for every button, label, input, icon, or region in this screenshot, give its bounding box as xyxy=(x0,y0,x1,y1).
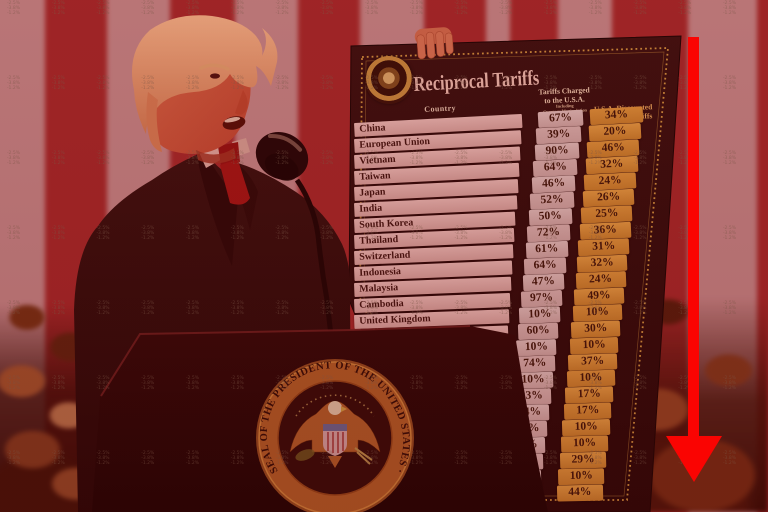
board-dotted-border xyxy=(359,47,669,501)
speaker-lapel xyxy=(198,154,238,266)
speaker-hair-side xyxy=(146,92,162,152)
down-arrow-icon xyxy=(666,436,722,482)
speaker-eye xyxy=(210,73,220,79)
speaker-jaw-shadow xyxy=(196,148,236,164)
speaker-tie xyxy=(220,160,250,205)
microphone-icon xyxy=(255,132,309,181)
seal-eagle-icon xyxy=(289,401,381,468)
speaker-nose-shadow xyxy=(235,90,248,115)
podium-edge-highlight xyxy=(100,325,471,397)
microphone-gooseneck xyxy=(294,178,334,337)
speaker-mouth xyxy=(222,116,246,130)
speaker-hand xyxy=(414,27,454,60)
speaker-hair xyxy=(132,15,278,134)
podium-presidential-seal: SEAL OF THE PRESIDENT OF THE UNITED STAT… xyxy=(256,359,414,512)
down-arrow-shaft xyxy=(688,37,699,437)
speaker-eyebrow xyxy=(199,63,230,71)
